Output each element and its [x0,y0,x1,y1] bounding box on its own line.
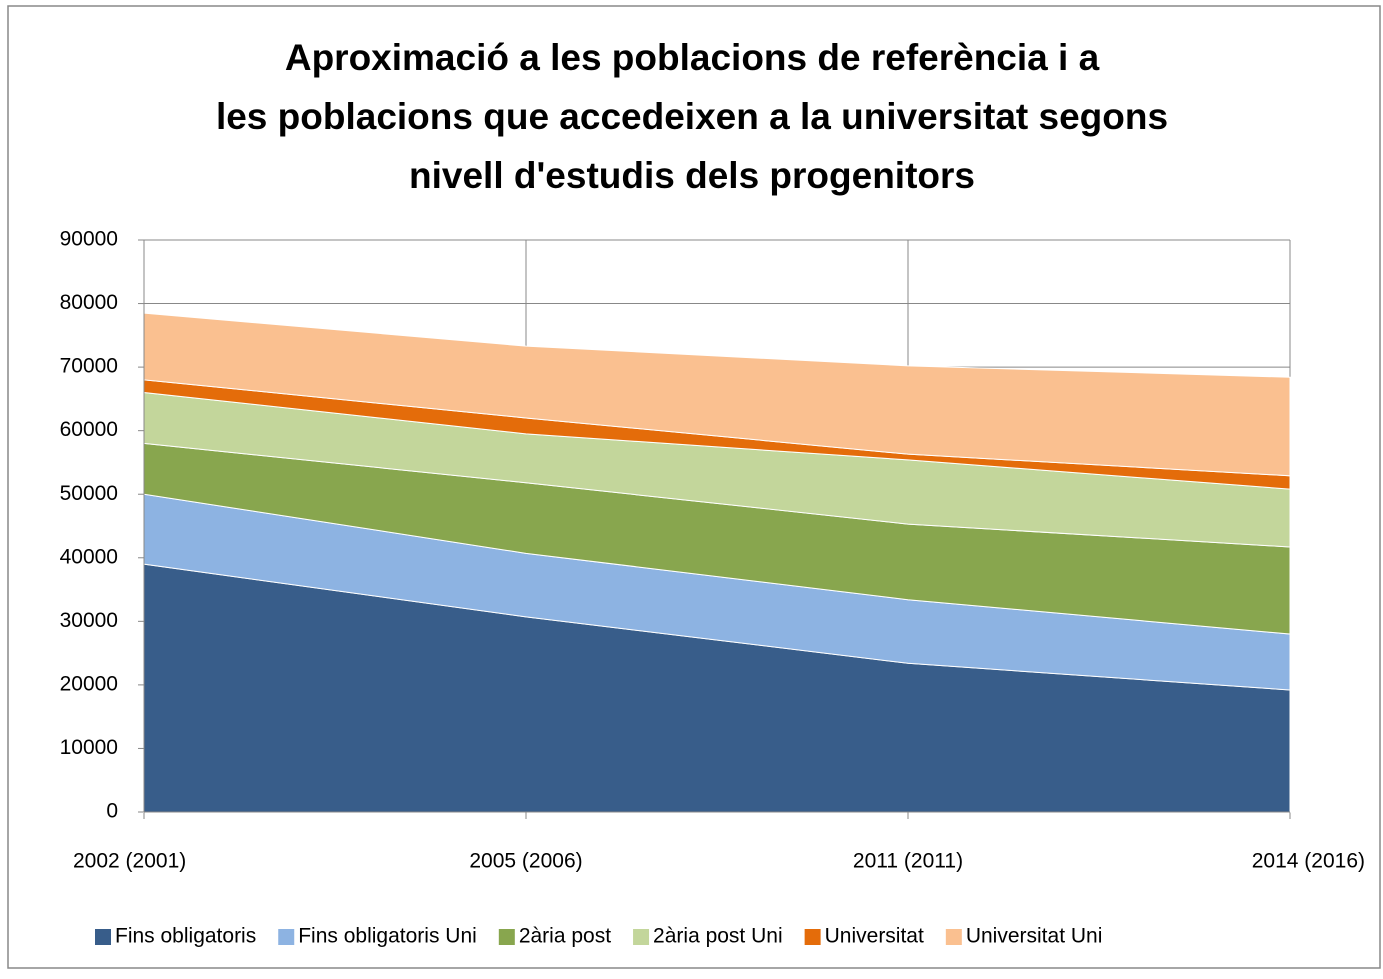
legend-label: 2ària post Uni [653,925,783,948]
legend-label: Universitat Uni [966,925,1103,948]
legend-swatch [804,929,821,945]
y-tick-label: 90000 [60,228,118,251]
y-tick-label: 60000 [60,418,118,441]
legend-label: Universitat [825,925,924,948]
x-tick-label: 2005 (2006) [469,850,582,873]
y-tick-label: 20000 [60,672,118,695]
y-tick-label: 50000 [60,482,118,505]
legend-swatch [945,929,962,945]
legend-label: Fins obligatoris Uni [298,925,477,948]
legend-swatch [95,929,111,945]
legend-swatch [633,929,650,945]
y-tick-label: 30000 [60,609,118,632]
x-tick-label: 2002 (2001) [73,850,186,873]
x-tick-label: 2014 (2016) [1252,850,1365,873]
y-tick-label: 80000 [60,291,118,314]
y-tick-label: 70000 [60,355,118,378]
area [143,312,1291,477]
legend-swatch [278,929,295,945]
legend-label: Fins obligatoris [115,925,256,948]
chart-title: Aproximació a les poblacions de referènc… [216,37,1168,196]
x-tick-label: 2011 (2011) [853,850,963,873]
legend-label: 2ària post [519,925,611,948]
legend-swatch [498,929,515,945]
y-tick-label: 0 [106,800,118,823]
y-tick-label: 10000 [60,736,118,759]
y-tick-label: 40000 [60,545,118,568]
